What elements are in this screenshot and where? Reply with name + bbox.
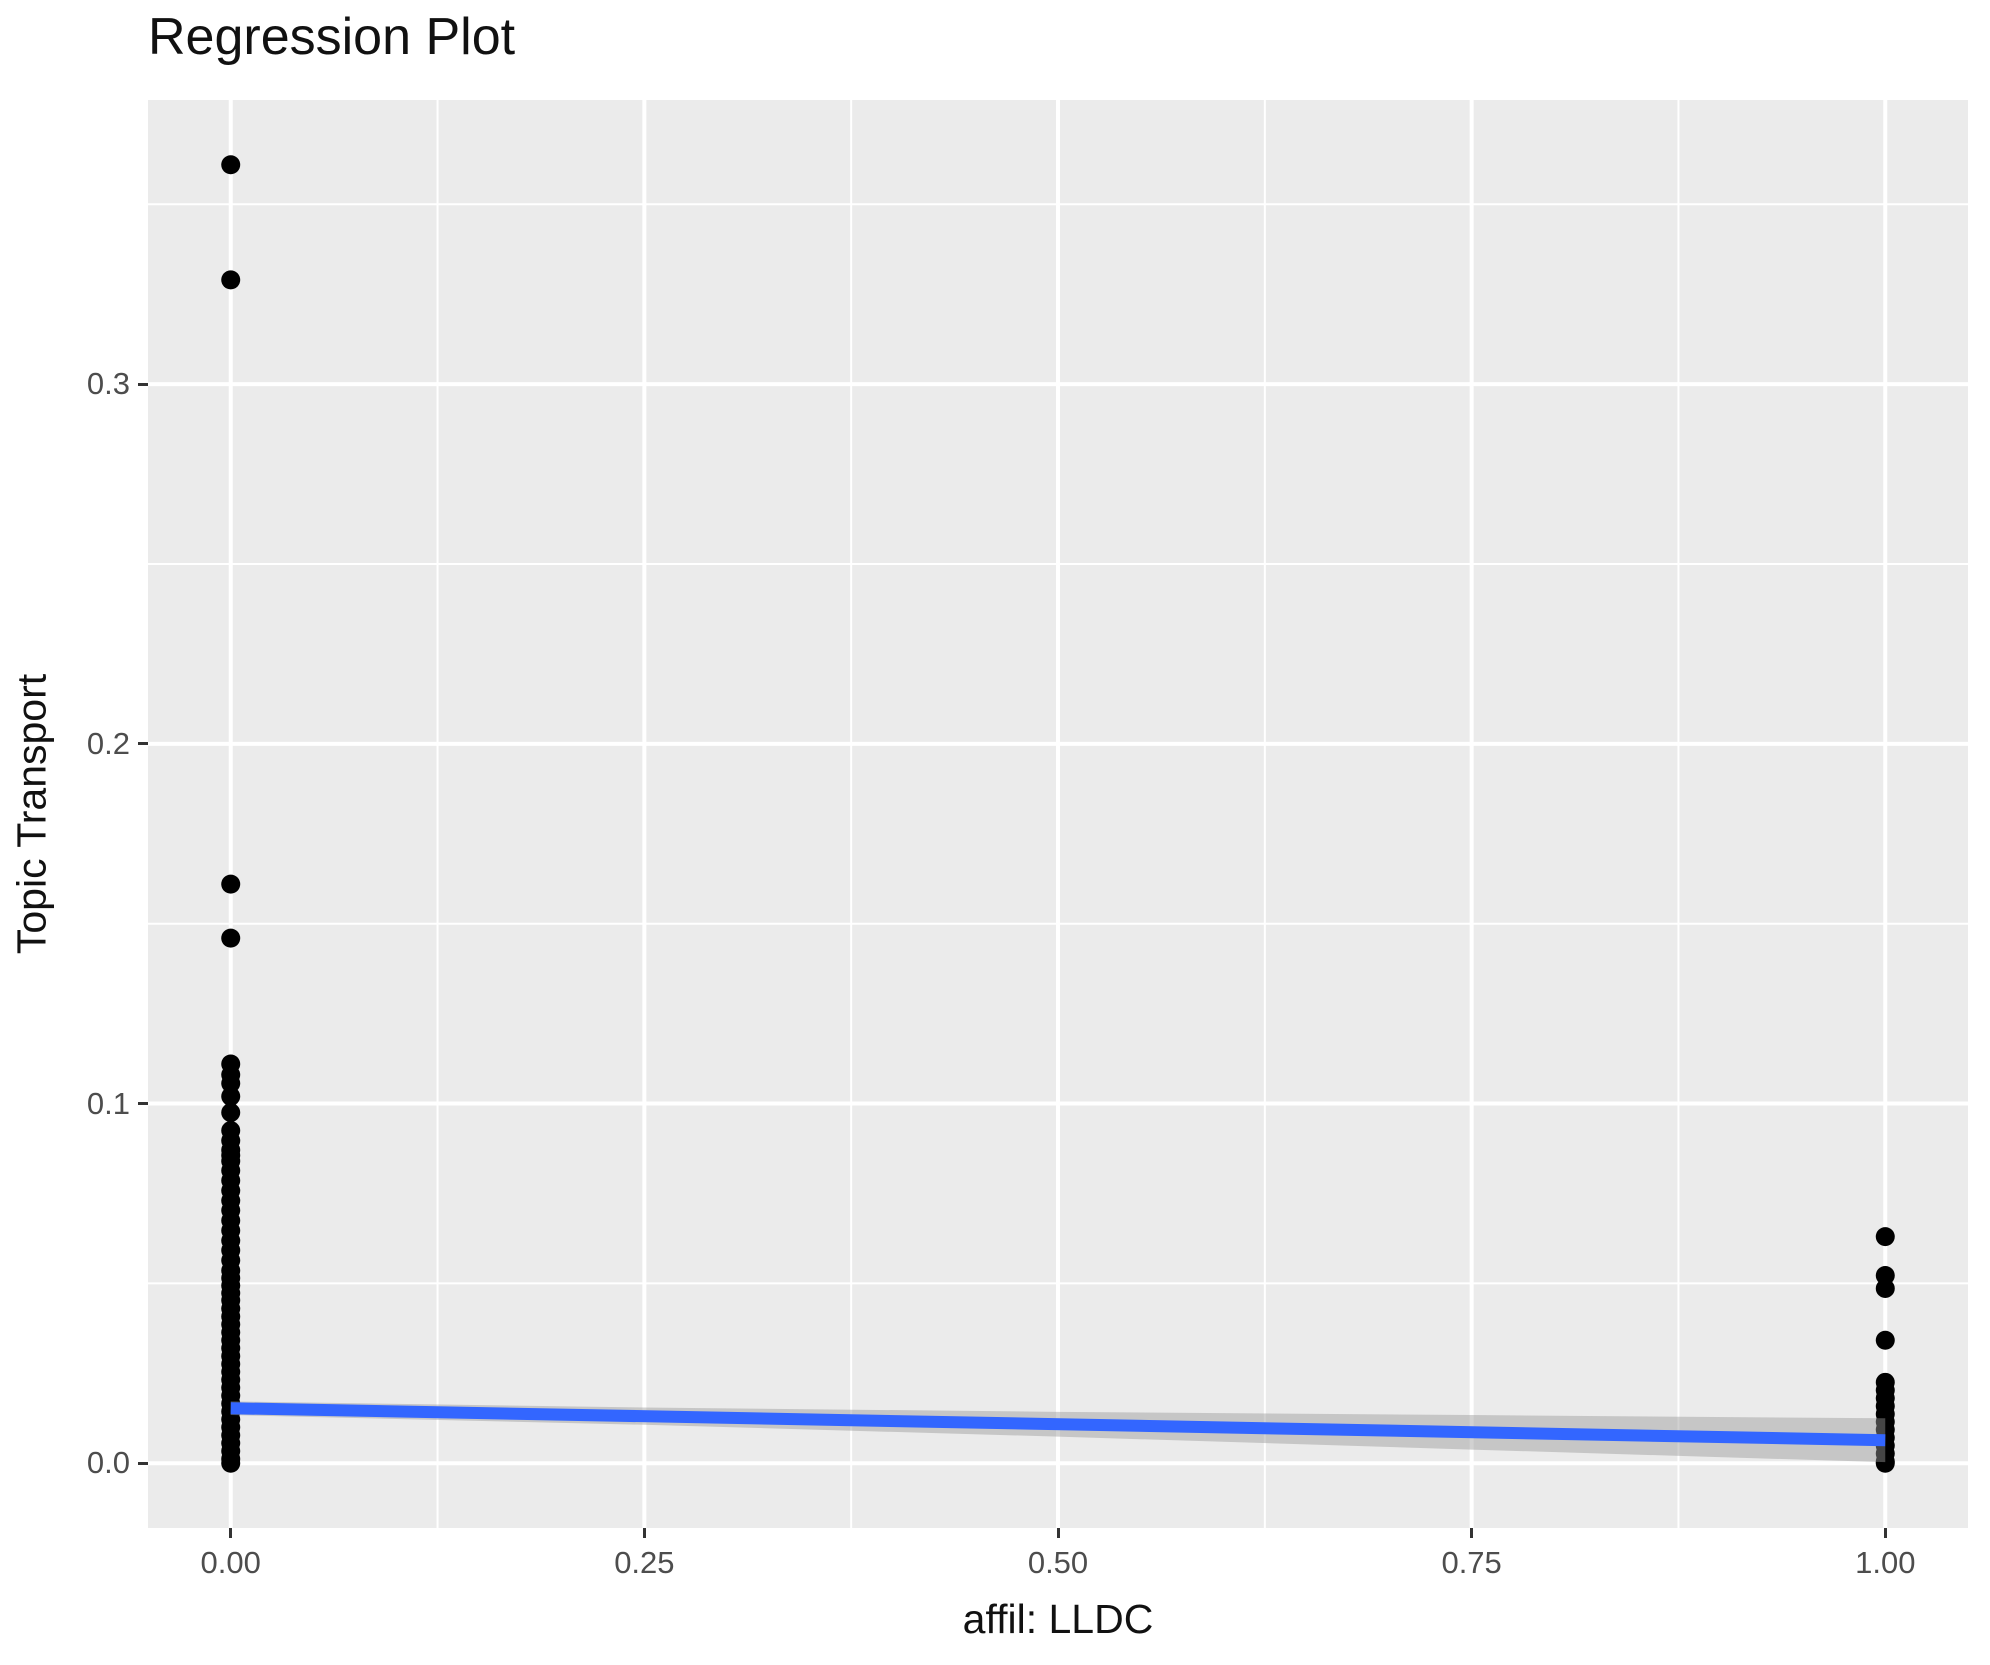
x-tick-mark (1470, 1528, 1474, 1538)
data-point (221, 155, 241, 175)
data-point (1875, 1227, 1895, 1247)
plot-title: Regression Plot (148, 8, 516, 66)
x-tick-label: 0.25 (614, 1545, 675, 1580)
x-tick-mark (1883, 1528, 1887, 1538)
x-tick-mark (229, 1528, 233, 1538)
plot-panel (148, 100, 1968, 1528)
y-tick-label: 0.3 (86, 366, 130, 402)
data-point (221, 1453, 241, 1473)
x-tick-label: 0.75 (1441, 1545, 1502, 1580)
x-tick-label: 0.50 (1027, 1545, 1089, 1580)
data-point (221, 874, 241, 894)
regression-line (230, 1402, 1886, 1447)
y-tick-label: 0.0 (86, 1445, 130, 1481)
y-axis-title-text: Topic Transport (8, 673, 55, 955)
y-tick-mark (138, 1461, 148, 1465)
chart-canvas (148, 100, 1968, 1528)
data-point (221, 1103, 241, 1123)
data-point (1875, 1278, 1895, 1298)
y-tick-mark (138, 382, 148, 386)
x-axis-title: affil: LLDC (962, 1596, 1154, 1642)
data-point (221, 270, 241, 290)
x-tick-mark (1056, 1528, 1060, 1538)
y-tick-mark (138, 1102, 148, 1106)
y-tick-mark (138, 742, 148, 746)
y-tick-label: 0.1 (86, 1085, 130, 1121)
x-tick-label: 1.00 (1855, 1545, 1916, 1580)
y-tick-label: 0.2 (86, 725, 130, 761)
x-tick-mark (642, 1528, 646, 1538)
x-tick-label: 0.00 (200, 1545, 261, 1580)
data-point (221, 928, 241, 948)
data-point (1875, 1330, 1895, 1350)
data-point (221, 1086, 241, 1106)
data-point (1875, 1453, 1895, 1473)
